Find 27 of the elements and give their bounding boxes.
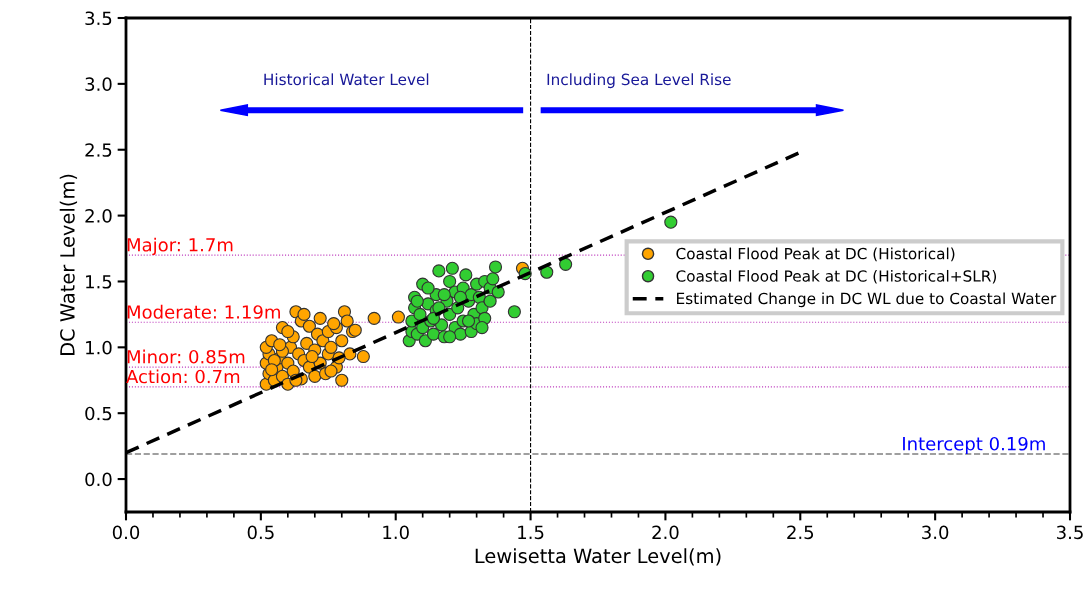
ref-line-label: Intercept 0.19m — [903, 436, 1045, 455]
y-tick-label: 1.0 — [86, 340, 112, 355]
y-tick-label: 2.0 — [85, 209, 112, 223]
annotation: Historical Water Level — [264, 73, 429, 86]
x-tick-label: 0.0 — [112, 525, 140, 540]
legend-label: Coastal Flood Peak at DC (Historical+SLR) — [676, 269, 997, 284]
y-tick-label: 3.0 — [85, 77, 112, 91]
x-tick-label: 1.5 — [518, 525, 544, 540]
ref-line-label: Major: 1.7m — [127, 237, 233, 256]
legend-label: Coastal Flood Peak at DC (Historical) — [676, 247, 955, 262]
x-tick-label: 0.5 — [247, 525, 274, 540]
ref-line-label: Minor: 0.85m — [127, 349, 245, 364]
x-tick-label: 1.0 — [383, 525, 409, 540]
x-tick-label: 2.0 — [652, 525, 679, 540]
y-tick-label: 3.5 — [85, 11, 112, 26]
y-tick-label: 2.5 — [85, 143, 112, 157]
x-tick-label: 2.5 — [787, 525, 814, 540]
y-tick-label: 0.0 — [85, 472, 112, 487]
legend-label: Estimated Change in DC WL due to Coastal Water — [677, 292, 1057, 308]
y-tick-label: 0.5 — [85, 406, 112, 421]
y-axis-title: DC Water Level(m) — [59, 174, 78, 356]
x-tick-label: 3.5 — [1057, 525, 1083, 540]
x-tick-label: 3.0 — [922, 525, 949, 540]
ref-line-label: Moderate: 1.19m — [127, 304, 280, 319]
annotation: Including Sea Level Rise — [547, 73, 731, 89]
x-axis-title: Lewisetta Water Level(m) — [475, 548, 721, 566]
y-tick-label: 1.5 — [86, 275, 112, 289]
